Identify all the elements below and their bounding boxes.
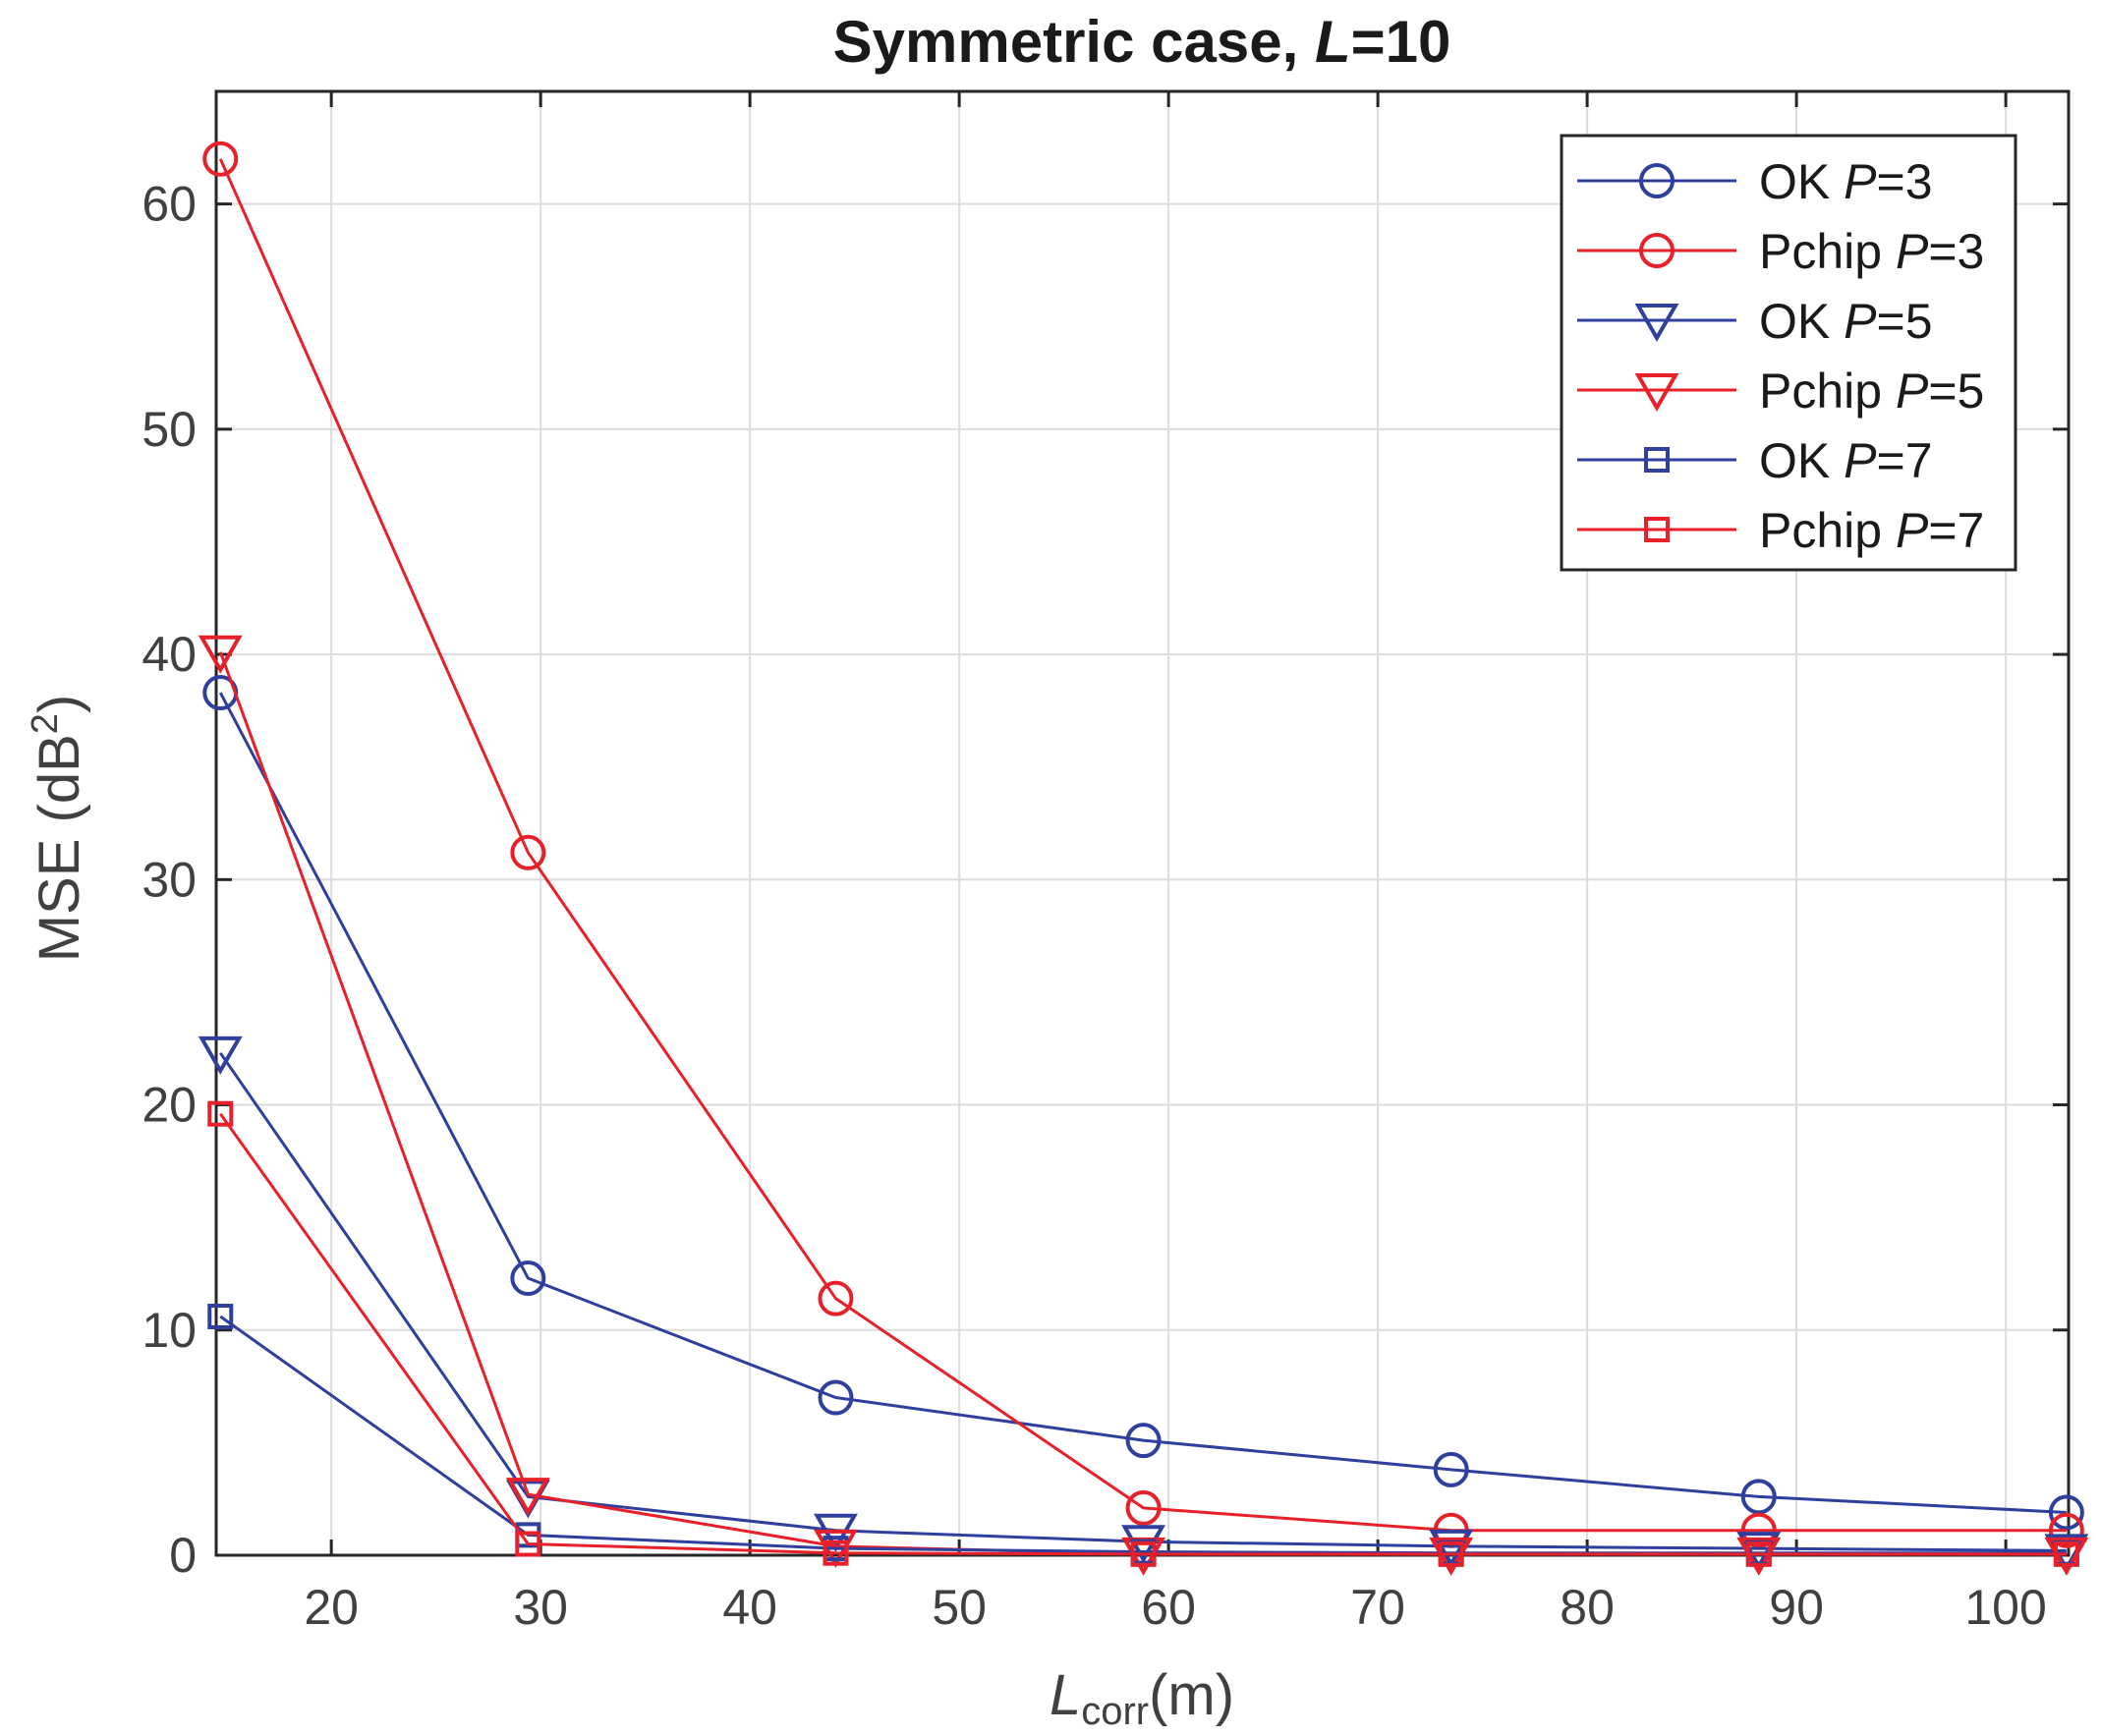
series-line (219, 1112, 2067, 1556)
data-point (2048, 1512, 2084, 1548)
data-point (1438, 1540, 1464, 1567)
legend-item: Pchip P=7 (1577, 503, 1984, 558)
data-point (198, 1036, 243, 1075)
legend-marker (1644, 517, 1670, 542)
axis-ticks: 20 30 40 50 60 70 80 90 100 0 10 20 30 40 50 60 (142, 91, 2069, 1635)
y-tick-label: 60 (142, 177, 197, 232)
series-line (218, 692, 2067, 1514)
chart-title: Symmetric case, L=10 (833, 9, 1451, 75)
data-point (1125, 1489, 1162, 1526)
data-point (510, 1260, 546, 1297)
legend-label: OK P=5 (1759, 294, 1933, 349)
data-point (818, 1280, 854, 1316)
data-point (1745, 1540, 1772, 1567)
legend-label: Pchip P=3 (1759, 224, 1984, 279)
y-tick-label: 30 (142, 852, 197, 907)
data-point (1740, 1479, 1777, 1515)
x-tick-label: 90 (1769, 1580, 1824, 1635)
x-tick-label: 20 (304, 1580, 359, 1635)
data-point (207, 1304, 234, 1330)
legend-marker (1634, 304, 1679, 343)
data-point (202, 140, 239, 177)
legend-label: OK P=3 (1759, 154, 1933, 209)
legend-item: Pchip P=5 (1577, 364, 1984, 419)
series-line (218, 158, 2067, 1533)
legend-marker (1639, 233, 1675, 268)
x-tick-label: 40 (722, 1580, 777, 1635)
data-point (505, 1478, 550, 1517)
data-point (818, 1379, 854, 1416)
series-1 (202, 675, 2084, 1531)
legend-marker (1644, 447, 1670, 473)
x-axis-label: Lcorr(m) (1050, 1663, 1234, 1733)
legend-marker (1634, 373, 1679, 413)
data-point (198, 635, 243, 674)
legend-item: OK P=5 (1577, 294, 1933, 349)
y-axis-label: MSE (dB2) (25, 695, 91, 963)
x-tick-label: 70 (1350, 1580, 1405, 1635)
data-point (510, 834, 546, 870)
x-tick-label: 100 (1964, 1580, 2046, 1635)
legend-label: Pchip P=7 (1759, 503, 1984, 558)
data-point (1130, 1540, 1157, 1567)
series-2 (202, 140, 2084, 1548)
data-point (823, 1540, 849, 1566)
legend-item: OK P=3 (1577, 154, 1933, 209)
x-tick-label: 60 (1141, 1580, 1196, 1635)
legend: OK P=3 Pchip P=3 OK P=5 Pchip P=5 OK P=7 Pchi… (1560, 134, 2017, 572)
legend-marker (1639, 163, 1675, 198)
legend-label: Pchip P=5 (1759, 364, 1984, 419)
y-tick-label: 20 (142, 1078, 197, 1133)
data-point (2048, 1494, 2084, 1531)
legend-item: Pchip P=3 (1577, 224, 1984, 279)
y-tick-label: 0 (169, 1528, 197, 1583)
data-point (1125, 1423, 1162, 1459)
legend-label: OK P=7 (1759, 433, 1933, 488)
data-point (1433, 1451, 1469, 1487)
x-tick-label: 30 (513, 1580, 568, 1635)
y-tick-label: 40 (142, 627, 197, 682)
x-tick-label: 80 (1560, 1580, 1615, 1635)
legend-box (1560, 134, 2017, 572)
y-tick-label: 50 (142, 402, 197, 457)
series-group (198, 140, 2089, 1576)
y-tick-label: 10 (142, 1303, 197, 1358)
data-point (2053, 1540, 2079, 1567)
data-point (207, 1100, 234, 1127)
legend-item: OK P=7 (1577, 433, 1933, 488)
data-point (515, 1531, 541, 1557)
data-point (1740, 1512, 1777, 1548)
x-tick-label: 50 (932, 1580, 987, 1635)
series-6 (207, 1100, 2079, 1567)
